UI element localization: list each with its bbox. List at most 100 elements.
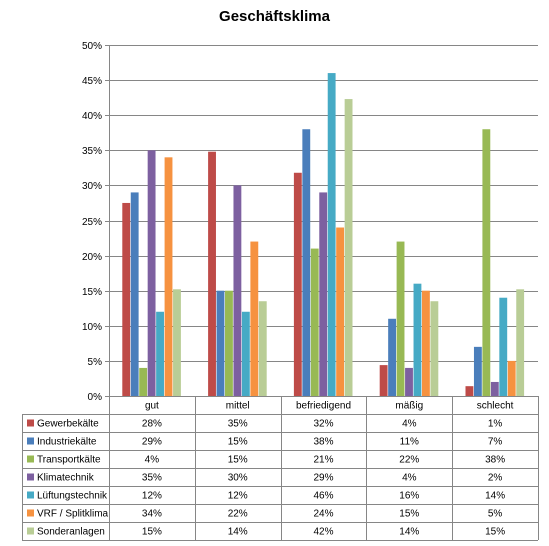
- data-label: 38%: [485, 455, 505, 466]
- bar: [482, 129, 491, 397]
- bar: [147, 150, 156, 396]
- data-table: gut mittel befriedigend mäßig schlecht Gewerb…: [22, 396, 539, 541]
- bar: [379, 365, 388, 396]
- data-label: 24%: [313, 509, 333, 520]
- bar: [516, 289, 525, 396]
- legend-key: [27, 455, 34, 463]
- series-name: Transportkälte: [37, 455, 101, 466]
- bar: [225, 290, 233, 396]
- bar: [173, 289, 181, 396]
- y-tick-label: 0%: [88, 392, 103, 403]
- axes: 0% 5% 10% 15% 20% 25% 30% 35% 40% 45% 50%: [82, 41, 110, 403]
- bar: [327, 73, 336, 396]
- bar: [421, 290, 430, 396]
- bar: [208, 151, 216, 396]
- data-label: 35%: [228, 419, 248, 430]
- category-label: befriedigend: [296, 401, 351, 412]
- data-label: 4%: [402, 419, 417, 430]
- data-label: 12%: [228, 491, 248, 502]
- legend-key: [27, 419, 34, 427]
- series-name: VRF / Splitklima: [37, 509, 109, 520]
- bar: [473, 346, 482, 396]
- legend-key: [27, 527, 34, 535]
- bar: [490, 381, 499, 396]
- category-label: schlecht: [477, 401, 514, 412]
- series-name: Industriekälte: [37, 437, 97, 448]
- bar: [310, 248, 319, 396]
- bar: [139, 367, 148, 396]
- bar: [241, 311, 250, 396]
- bar: [336, 227, 345, 396]
- bar: [293, 172, 302, 396]
- y-tick-label: 20%: [82, 252, 102, 263]
- data-label: 11%: [400, 437, 419, 448]
- series-name: Lüftungstechnik: [37, 491, 108, 502]
- data-label: 5%: [488, 509, 503, 520]
- bar: [156, 311, 164, 396]
- bar: [164, 157, 173, 396]
- data-label: 42%: [313, 527, 333, 538]
- data-label: 2%: [488, 473, 503, 484]
- data-label: 15%: [228, 437, 248, 448]
- data-label: 32%: [313, 419, 333, 430]
- data-label: 15%: [399, 509, 419, 520]
- data-label: 35%: [142, 473, 162, 484]
- data-label: 15%: [485, 527, 505, 538]
- data-label: 21%: [313, 455, 333, 466]
- data-label: 22%: [399, 455, 419, 466]
- y-tick-label: 15%: [82, 287, 102, 298]
- data-label: 28%: [142, 419, 162, 430]
- chart-title: Geschäftsklima: [219, 8, 330, 25]
- data-label: 38%: [313, 437, 333, 448]
- data-label: 12%: [142, 491, 162, 502]
- data-label: 22%: [228, 509, 248, 520]
- bar: [413, 283, 422, 396]
- data-label: 7%: [488, 437, 503, 448]
- bar: [430, 301, 439, 396]
- series-name: Klimatechnik: [37, 473, 95, 484]
- bars: [122, 73, 525, 397]
- bar: [396, 241, 405, 396]
- y-tick-label: 40%: [82, 111, 102, 122]
- data-label: 4%: [145, 455, 160, 466]
- y-tick-label: 50%: [82, 41, 102, 52]
- data-label: 29%: [313, 473, 333, 484]
- data-label: 14%: [485, 491, 505, 502]
- data-label: 29%: [142, 437, 162, 448]
- bar: [258, 301, 267, 396]
- data-label: 16%: [399, 491, 419, 502]
- y-tick-label: 35%: [82, 146, 102, 157]
- legend-key: [27, 491, 34, 499]
- data-label: 34%: [142, 509, 162, 520]
- data-label: 46%: [313, 491, 333, 502]
- series-name: Gewerbekälte: [37, 419, 99, 430]
- bar: [233, 185, 242, 396]
- data-label: 15%: [228, 455, 248, 466]
- legend-key: [27, 509, 34, 517]
- bar: [216, 290, 225, 396]
- bar: [122, 202, 131, 396]
- bar: [507, 360, 516, 396]
- legend-key: [27, 437, 34, 445]
- series-name: Sonderanlagen: [37, 527, 105, 538]
- bar: [344, 99, 353, 396]
- data-label: 30%: [228, 473, 248, 484]
- bar: [405, 367, 413, 396]
- data-label: 14%: [228, 527, 248, 538]
- bar: [319, 192, 328, 396]
- bar: [130, 192, 139, 396]
- category-label: gut: [145, 401, 159, 412]
- data-label: 4%: [402, 473, 417, 484]
- y-tick-label: 30%: [82, 181, 102, 192]
- bar: [465, 386, 474, 396]
- category-label: mittel: [226, 401, 250, 412]
- y-tick-label: 10%: [82, 322, 102, 333]
- bar: [302, 129, 311, 397]
- data-label: 1%: [488, 419, 503, 430]
- y-tick-label: 25%: [82, 217, 102, 228]
- y-tick-label: 5%: [88, 357, 103, 368]
- bar: [499, 297, 508, 396]
- y-tick-label: 45%: [82, 76, 102, 87]
- data-label: 15%: [142, 527, 162, 538]
